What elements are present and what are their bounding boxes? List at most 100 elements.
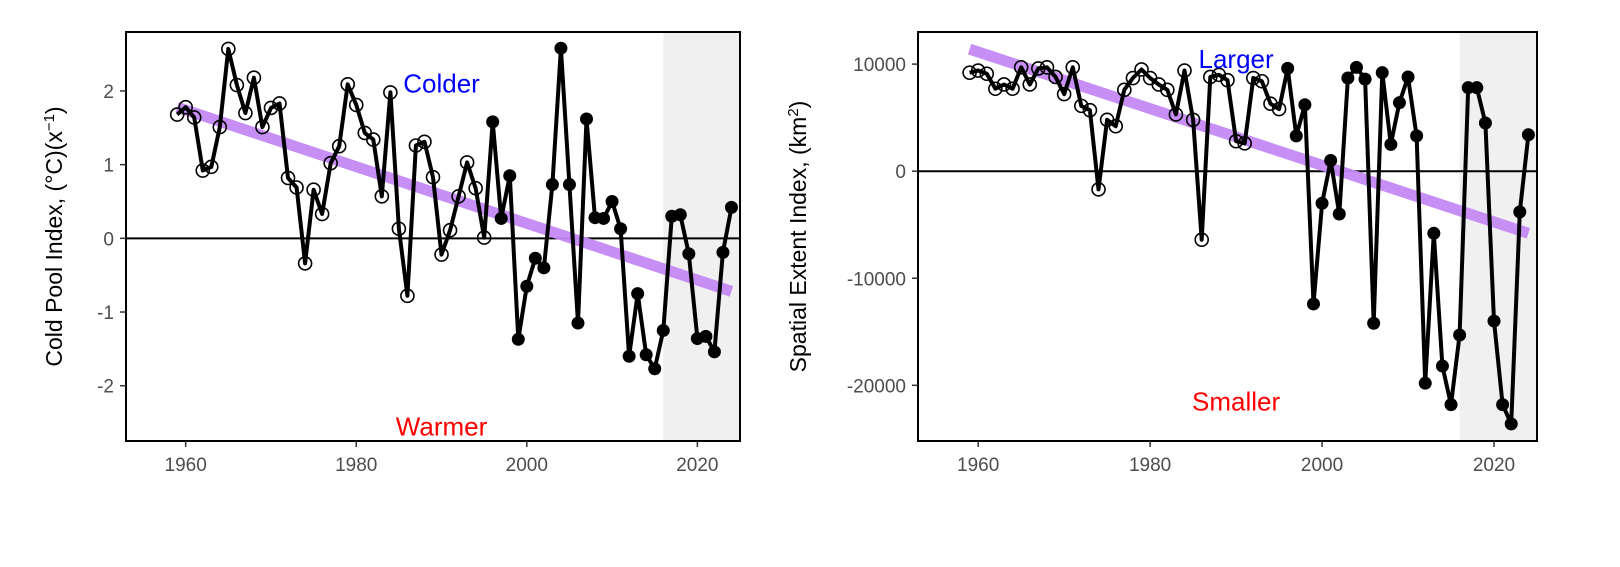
- data-point: [1125, 70, 1141, 86]
- data-point: [1367, 316, 1381, 330]
- data-point: [962, 65, 977, 80]
- data-point: [366, 132, 381, 147]
- data-point: [1435, 359, 1449, 373]
- data-point: [511, 332, 525, 346]
- data-point: [1332, 207, 1346, 221]
- data-point: [639, 348, 653, 362]
- data-point: [297, 256, 313, 271]
- data-point: [169, 107, 185, 122]
- data-point: [1108, 118, 1124, 134]
- y-axis-title-main: Cold Pool Index, (°C)(x: [41, 131, 67, 367]
- data-point: [451, 189, 466, 204]
- data-point: [314, 206, 330, 222]
- data-point: [1358, 72, 1372, 86]
- upper-annotation: Colder: [403, 69, 480, 99]
- data-point: [425, 169, 441, 185]
- y-tick-label: 0: [103, 229, 114, 250]
- y-axis-title-end: ): [785, 101, 811, 109]
- data-point: [1117, 82, 1132, 98]
- lower-annotation: Warmer: [396, 411, 488, 441]
- data-point: [1039, 60, 1055, 75]
- y-tick-label: 10000: [853, 55, 906, 76]
- data-point: [459, 155, 475, 170]
- y-tick-label: 0: [895, 162, 906, 183]
- data-point: [571, 316, 585, 330]
- data-point: [1306, 297, 1320, 311]
- trend-line: [967, 43, 1531, 239]
- data-point: [1134, 62, 1149, 77]
- y-tick-label: -2: [97, 377, 114, 398]
- y-tick-label: -1: [97, 303, 114, 324]
- data-point: [1513, 205, 1527, 219]
- data-point: [186, 110, 202, 125]
- x-tick-label: 2020: [676, 455, 718, 476]
- data-point: [1254, 73, 1270, 89]
- data-point: [1065, 60, 1081, 75]
- cold-pool-index-chart: Colder Warmer 1960 1980 2000 2020 -2 -1 0 1 2 Cold …: [41, 31, 741, 476]
- data-point: [503, 169, 517, 183]
- data-point: [383, 85, 398, 100]
- shaded-region: [663, 32, 740, 441]
- data-point: [238, 105, 253, 121]
- y-axis-title: Cold Pool Index, (°C)(x−1): [41, 106, 68, 366]
- data-point: [221, 41, 236, 57]
- data-point: [699, 329, 713, 343]
- y-axis-title-end: ): [41, 106, 67, 114]
- data-point: [280, 170, 296, 186]
- data-point: [289, 180, 304, 195]
- data-point: [391, 221, 407, 237]
- data-point: [468, 180, 483, 196]
- data-point: [1091, 182, 1106, 197]
- data-point: [1177, 63, 1192, 78]
- data-point: [673, 208, 687, 222]
- data-point: [400, 288, 415, 304]
- data-point: [520, 279, 534, 293]
- data-point: [1160, 82, 1175, 98]
- data-point: [1375, 66, 1389, 80]
- upper-annotation: Larger: [1199, 44, 1274, 74]
- data-point: [1349, 60, 1363, 74]
- data-point: [246, 70, 262, 85]
- data-point: [331, 138, 347, 154]
- data-point: [597, 211, 611, 225]
- data-point: [229, 77, 245, 93]
- x-tick-label: 1980: [335, 455, 377, 476]
- data-point: [1031, 61, 1046, 76]
- data-point: [1203, 69, 1218, 85]
- data-point: [486, 115, 500, 129]
- data-point: [707, 345, 721, 359]
- data-point: [614, 222, 628, 236]
- y-axis-title: Spatial Extent Index, (km2): [785, 101, 812, 373]
- data-point: [1005, 81, 1020, 97]
- data-point: [1392, 96, 1406, 110]
- data-point: [622, 349, 636, 363]
- data-point: [1194, 232, 1210, 248]
- data-point: [494, 211, 508, 225]
- data-point: [996, 77, 1012, 92]
- y-axis-title-superscript: 2: [785, 108, 802, 116]
- data-point: [1245, 70, 1261, 86]
- data-point: [1401, 70, 1415, 84]
- data-point: [178, 99, 193, 115]
- data-point: [1082, 102, 1098, 118]
- data-point: [580, 112, 593, 126]
- data-point: [1427, 226, 1441, 240]
- data-point: [988, 81, 1003, 97]
- data-point: [724, 200, 738, 214]
- data-point: [1504, 417, 1518, 431]
- data-point: [442, 222, 458, 238]
- data-point: [979, 66, 995, 82]
- x-tick-label: 1960: [165, 455, 207, 476]
- data-point: [374, 189, 390, 204]
- data-point: [970, 63, 986, 78]
- data-point: [212, 119, 228, 135]
- data-point: [1487, 314, 1501, 328]
- plot-border: [125, 31, 741, 442]
- data-point: [537, 261, 551, 275]
- data-point: [656, 323, 670, 337]
- data-point: [323, 155, 338, 171]
- x-tick-label: 1960: [957, 455, 999, 476]
- data-point: [1220, 72, 1235, 88]
- data-point: [1478, 116, 1492, 130]
- data-point: [1453, 328, 1467, 342]
